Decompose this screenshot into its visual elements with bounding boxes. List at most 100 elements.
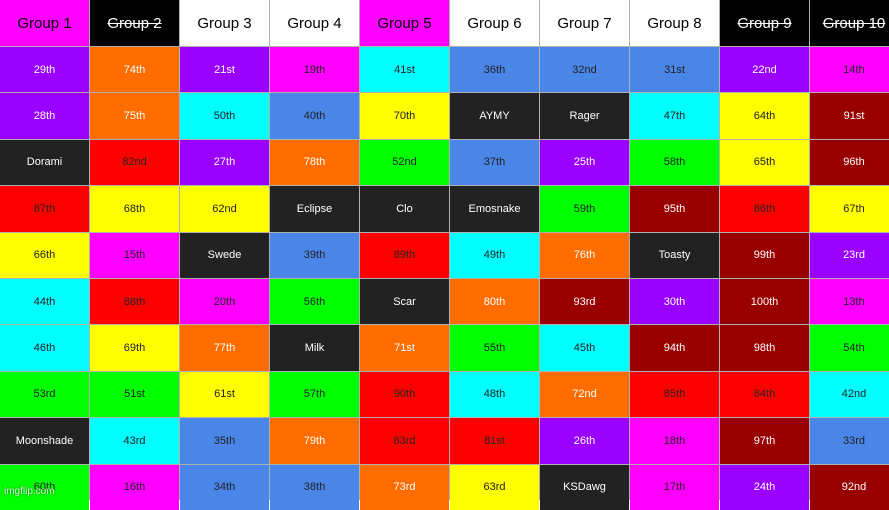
grid-cell-r2-c1: 28th xyxy=(0,93,89,139)
grid-cell-r1-c7: 32nd xyxy=(540,47,629,93)
grid-cell-r5-c7: 76th xyxy=(540,232,629,278)
grid-cell-r1-c9: 22nd xyxy=(720,47,809,93)
group-header-6: Group 6 xyxy=(450,0,539,46)
grid-cell-r2-c3: 50th xyxy=(180,93,269,139)
grid-cell-r6-c2: 88th xyxy=(90,278,179,325)
grid-cell-r4-c4: Eclipse xyxy=(270,186,359,232)
grid-cell-r2-c5: 70th xyxy=(360,93,449,139)
grid-cell-r10-c8: 17th xyxy=(630,464,719,510)
grid-cell-r5-c2: 15th xyxy=(90,232,179,278)
grid-cell-r10-c5: 73rd xyxy=(360,464,449,510)
group-header-4: Group 4 xyxy=(270,0,359,46)
grid-cell-r8-c10: 42nd xyxy=(810,371,889,418)
grid-cell-r10-c2: 16th xyxy=(90,464,179,510)
grid-cell-r1-c6: 36th xyxy=(450,47,539,93)
grid-cell-r1-c4: 19th xyxy=(270,47,359,93)
grid-cell-r3-c3: 27th xyxy=(180,139,269,186)
grid-cell-r6-c4: 56th xyxy=(270,278,359,325)
grid-cell-r7-c10: 54th xyxy=(810,325,889,371)
grid-cell-r4-c9: 86th xyxy=(720,186,809,232)
grid-cell-r3-c10: 96th xyxy=(810,139,889,186)
grid-cell-r2-c2: 75th xyxy=(90,93,179,139)
grid-cell-r5-c3: Swede xyxy=(180,232,269,278)
grid-cell-r6-c8: 30th xyxy=(630,278,719,325)
group-header-1: Group 1 xyxy=(0,0,89,46)
grid-cell-r7-c7: 45th xyxy=(540,325,629,371)
grid-cell-r1-c10: 14th xyxy=(810,47,889,93)
grid-cell-r3-c6: 37th xyxy=(450,139,539,186)
grid-cell-r9-c3: 35th xyxy=(180,418,269,464)
grid-cell-r8-c4: 57th xyxy=(270,371,359,418)
grid-cell-r3-c7: 25th xyxy=(540,139,629,186)
grid-cell-r3-c5: 52nd xyxy=(360,139,449,186)
grid-cell-r2-c9: 64th xyxy=(720,93,809,139)
grid-cell-r10-c4: 38th xyxy=(270,464,359,510)
grid-cell-r2-c8: 47th xyxy=(630,93,719,139)
group-header-5: Group 5 xyxy=(360,0,449,46)
grid-cell-r1-c5: 41st xyxy=(360,47,449,93)
grid-cell-r2-c10: 91st xyxy=(810,93,889,139)
grid-cell-r5-c4: 39th xyxy=(270,232,359,278)
grid-cell-r10-c10: 92nd xyxy=(810,464,889,510)
grid-cell-r9-c1: Moonshade xyxy=(0,418,89,464)
grid-cell-r9-c4: 79th xyxy=(270,418,359,464)
grid-cell-r1-c8: 31st xyxy=(630,47,719,93)
grid-cell-r5-c9: 99th xyxy=(720,232,809,278)
grid-cell-r6-c5: Scar xyxy=(360,278,449,325)
grid-cell-r6-c1: 44th xyxy=(0,278,89,325)
grid-cell-r4-c3: 62nd xyxy=(180,186,269,232)
grid-cell-r8-c8: 85th xyxy=(630,371,719,418)
grid-cell-r9-c5: 83rd xyxy=(360,418,449,464)
grid-cell-r9-c6: 81st xyxy=(450,418,539,464)
grid-cell-r5-c8: Toasty xyxy=(630,232,719,278)
grid-cell-r7-c4: Milk xyxy=(270,325,359,371)
grid-cell-r6-c10: 13th xyxy=(810,278,889,325)
grid-cell-r4-c5: Clo xyxy=(360,186,449,232)
grid-cell-r7-c6: 55th xyxy=(450,325,539,371)
grid-cell-r2-c4: 40th xyxy=(270,93,359,139)
grid-cell-r9-c9: 97th xyxy=(720,418,809,464)
grid-cell-r2-c7: Rager xyxy=(540,93,629,139)
grid-cell-r1-c2: 74th xyxy=(90,47,179,93)
grid-cell-r10-c7: KSDawg xyxy=(540,464,629,510)
grid-cell-r8-c3: 61st xyxy=(180,371,269,418)
grid-cell-r8-c2: 51st xyxy=(90,371,179,418)
grid-cell-r3-c4: 78th xyxy=(270,139,359,186)
grid-cell-r6-c3: 20th xyxy=(180,278,269,325)
grid-cell-r5-c10: 23rd xyxy=(810,232,889,278)
grid-cell-r7-c5: 71st xyxy=(360,325,449,371)
group-header-9: Group 9 xyxy=(720,0,809,46)
group-header-8: Group 8 xyxy=(630,0,719,46)
grid-cell-r10-c6: 63rd xyxy=(450,464,539,510)
grid-cell-r2-c6: AYMY xyxy=(450,93,539,139)
grid-cell-r3-c1: Dorami xyxy=(0,139,89,186)
grid-cell-r4-c7: 59th xyxy=(540,186,629,232)
group-header-7: Group 7 xyxy=(540,0,629,46)
grid-cell-r6-c6: 80th xyxy=(450,278,539,325)
grid-cell-r4-c2: 68th xyxy=(90,186,179,232)
grid-cell-r7-c3: 77th xyxy=(180,325,269,371)
grid-cell-r6-c7: 93rd xyxy=(540,278,629,325)
grid-cell-r8-c1: 53rd xyxy=(0,371,89,418)
grid-cell-r8-c7: 72nd xyxy=(540,371,629,418)
grid-cell-r7-c2: 69th xyxy=(90,325,179,371)
grid-cell-r10-c3: 34th xyxy=(180,464,269,510)
grid-cell-r5-c1: 66th xyxy=(0,232,89,278)
grid-cell-r5-c6: 49th xyxy=(450,232,539,278)
grid-cell-r3-c2: 82nd xyxy=(90,139,179,186)
grid-cell-r8-c9: 84th xyxy=(720,371,809,418)
group-header-10: Group 10 xyxy=(810,0,889,46)
grid-cell-r3-c9: 65th xyxy=(720,139,809,186)
grid-cell-r5-c5: 89th xyxy=(360,232,449,278)
grid-cell-r9-c8: 18th xyxy=(630,418,719,464)
grid-cell-r9-c2: 43rd xyxy=(90,418,179,464)
group-header-2: Group 2 xyxy=(90,0,179,46)
group-header-3: Group 3 xyxy=(180,0,269,46)
grid-cell-r7-c8: 94th xyxy=(630,325,719,371)
grid-cell-r4-c10: 67th xyxy=(810,186,889,232)
watermark: imgflip.com xyxy=(4,486,55,497)
grid-cell-r8-c5: 90th xyxy=(360,371,449,418)
grid-cell-r9-c10: 33rd xyxy=(810,418,889,464)
grid-cell-r4-c1: 87th xyxy=(0,186,89,232)
